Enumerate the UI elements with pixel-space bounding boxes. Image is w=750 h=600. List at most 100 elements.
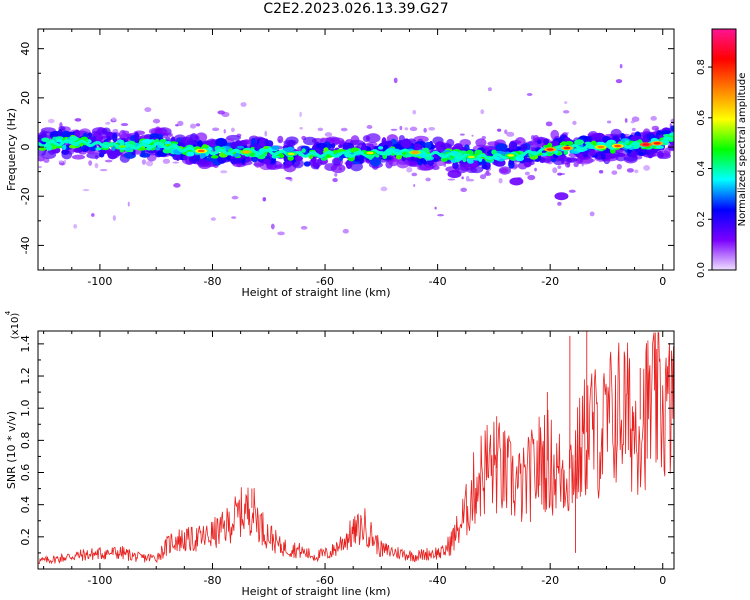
spectral-band-core — [323, 147, 329, 153]
spectral-speckle — [120, 123, 129, 127]
plot-frame — [37, 28, 675, 271]
spectral-band-body — [400, 138, 412, 149]
spectral-speckle — [58, 160, 64, 163]
spectral-speckle — [437, 213, 445, 217]
spectral-speckle — [498, 178, 503, 184]
spectral-speckle — [342, 228, 349, 234]
spectral-speckle — [413, 184, 416, 188]
spectral-hotspot — [563, 146, 571, 150]
spectral-band-body — [112, 132, 118, 143]
spectral-band-core — [467, 159, 474, 164]
spectral-speckle — [74, 118, 82, 122]
spectral-speckle — [393, 77, 398, 84]
spectral-band-outer — [118, 129, 127, 140]
spectral-speckle — [172, 161, 180, 164]
spectral-speckle — [631, 116, 640, 122]
spectral-band-core — [199, 153, 207, 158]
spectral-band-body — [40, 132, 47, 139]
y-tick-label: 1.2 — [19, 367, 32, 385]
y-tick-label: -40 — [19, 236, 32, 254]
spectral-speckle — [643, 165, 651, 171]
spectral-band-core — [655, 145, 664, 149]
spectral-hotspot — [411, 151, 419, 154]
spectral-band-core — [404, 154, 413, 158]
spectral-blob — [509, 177, 524, 186]
spectral-speckle — [169, 133, 173, 137]
spectral-speckle — [524, 171, 530, 176]
spectral-speckle — [380, 186, 388, 192]
spectral-band-outer — [365, 133, 381, 143]
spectral-band-core — [624, 140, 630, 144]
spectral-speckle — [212, 127, 220, 132]
spectral-speckle — [285, 176, 292, 180]
spectral-band-core — [69, 136, 79, 141]
spectral-hotspot — [287, 152, 295, 156]
colorbar-tick-label: 0.4 — [696, 161, 707, 177]
spectral-band-core — [45, 144, 53, 151]
spectral-speckle — [447, 178, 456, 181]
spectral-band-core — [332, 150, 337, 155]
spectral-band-body — [331, 142, 336, 149]
spectral-speckle — [73, 224, 78, 229]
spectral-speckle — [557, 201, 562, 206]
spectral-band-body — [440, 143, 446, 150]
spectral-band-outer — [566, 157, 578, 163]
spectral-band-core — [574, 139, 585, 146]
spectral-speckle — [426, 178, 429, 181]
spectral-hotspot — [653, 142, 661, 145]
spectral-band-core — [301, 148, 306, 153]
colorbar-tick-label: 0.6 — [696, 110, 707, 126]
spectral-band-body — [107, 151, 118, 160]
spectral-speckle — [190, 123, 197, 129]
spectral-band-core — [395, 154, 402, 160]
spectral-speckle — [504, 129, 508, 135]
spectral-speckle — [615, 79, 623, 84]
spectral-speckle — [173, 183, 181, 188]
spectral-band-outer — [331, 157, 341, 166]
spectral-speckle — [105, 121, 111, 125]
spectral-band-outer — [466, 167, 478, 174]
spectral-band-outer — [189, 132, 198, 143]
spectral-band-body — [369, 156, 382, 167]
spectral-speckle — [562, 110, 570, 114]
spectral-speckle — [390, 128, 398, 131]
spectral-speckle — [572, 120, 577, 125]
snr-panel: -100 -80 -60 -40 -20 0 0.2 0.4 0.6 0.8 1.0 1.2 1.4 He… — [4, 310, 675, 598]
spectral-band-core — [210, 155, 219, 159]
x-tick-label: -100 — [87, 275, 112, 288]
spectral-band-outer — [610, 128, 622, 139]
spectral-speckle — [220, 170, 228, 174]
spectral-band-outer — [499, 168, 509, 174]
spectral-speckle — [94, 162, 99, 169]
spectral-speckle — [177, 120, 184, 126]
spectral-speckle — [651, 125, 660, 131]
colorbar-label: Normalized spectral amplitude — [737, 73, 748, 227]
spectral-band-core — [559, 142, 566, 146]
spectral-band-body — [543, 138, 550, 145]
y-tick-label: 40 — [19, 42, 32, 56]
spectral-speckle — [262, 197, 267, 202]
x-axis-label: Height of straight line (km) — [241, 286, 390, 299]
spectral-speckle — [471, 134, 474, 137]
y-tick-label: 0.2 — [19, 528, 32, 546]
spectral-band-outer — [277, 135, 284, 144]
spectrogram-layer — [38, 64, 674, 236]
x-tick-label: -20 — [541, 574, 559, 587]
spectral-speckle — [104, 159, 113, 163]
spectral-speckle — [99, 168, 108, 172]
spectral-band-outer — [303, 136, 317, 146]
spectral-speckle — [162, 158, 171, 164]
spectral-speckle — [127, 201, 130, 207]
y-tick-label: 0.8 — [19, 432, 32, 450]
spectral-band-body — [358, 155, 365, 164]
figure-title: C2E2.2023.026.13.39.G27 — [263, 1, 449, 17]
spectral-band-core — [41, 137, 50, 143]
y-multiplier-label: (x10) — [10, 313, 21, 340]
spectral-band-core — [119, 139, 125, 146]
spectral-speckle — [63, 159, 67, 165]
y-axis-label: SNR (10 * v/v) — [5, 411, 18, 489]
spectral-band-body — [61, 149, 70, 155]
y-multiplier-exponent: 4 — [4, 310, 12, 315]
spectral-speckle — [300, 225, 308, 230]
